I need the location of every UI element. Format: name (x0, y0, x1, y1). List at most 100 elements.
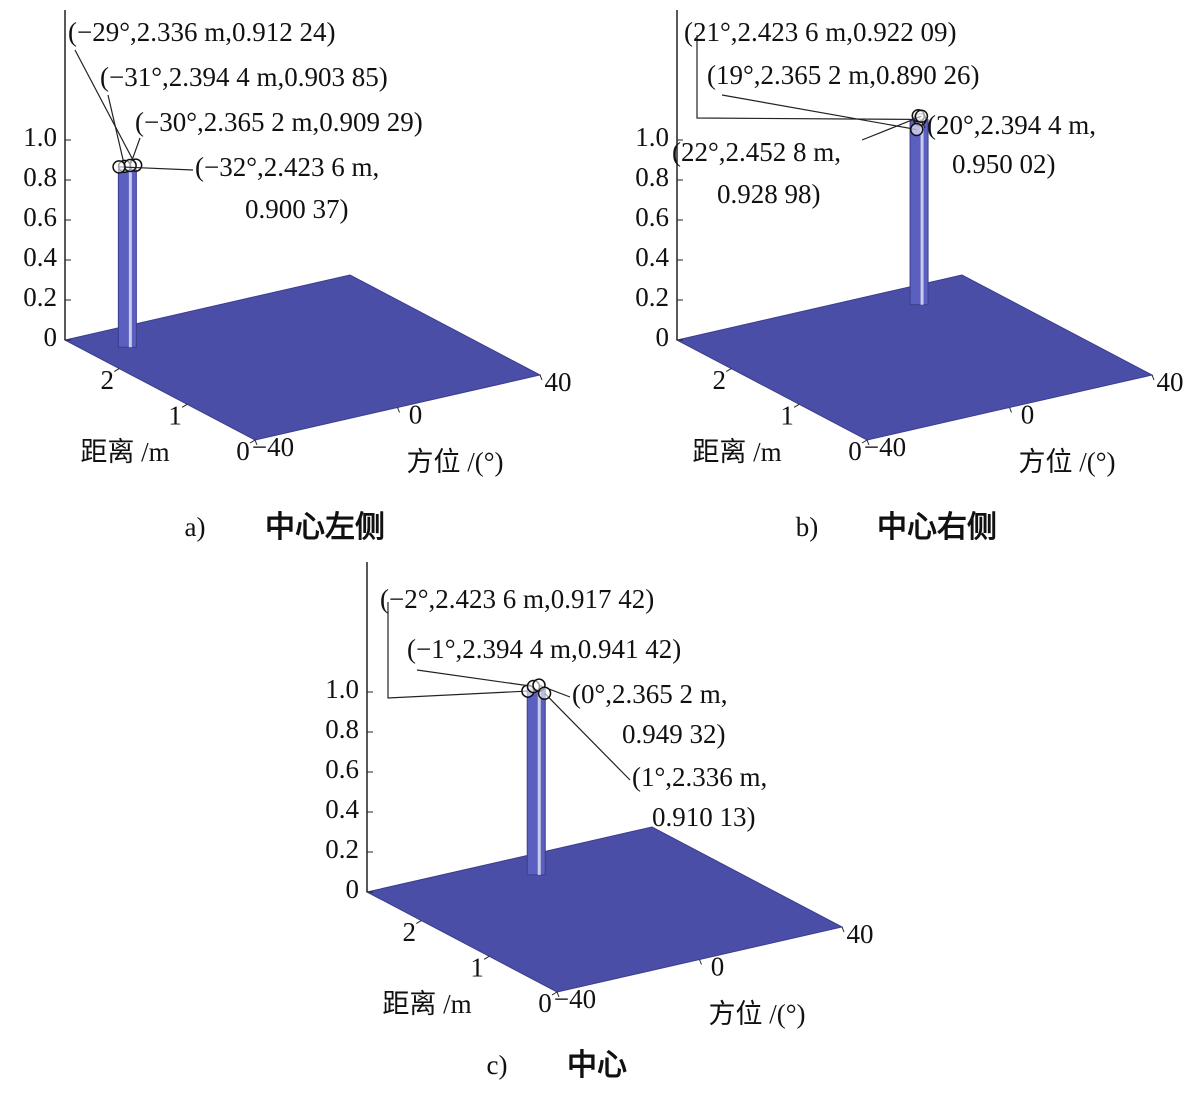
z-tick-label: 1.0 (635, 122, 669, 152)
x-tick-label: 0 (409, 400, 423, 430)
z-tick-label: 1.0 (325, 674, 359, 704)
y-tick-label: 1 (470, 952, 484, 982)
y-tick (249, 439, 256, 444)
caption: 中心左侧 (265, 511, 385, 544)
caption: 中心 (567, 1049, 627, 1082)
z-tick-label: 0.6 (635, 202, 669, 232)
y-axis-label: 距离 /m (80, 437, 169, 467)
y-tick-label: 0 (236, 436, 250, 466)
annotation-label: (−30°,2.365 2 m,0.909 29) (135, 107, 423, 137)
surface-floor (675, 274, 1154, 441)
z-tick-label: 0.4 (325, 794, 359, 824)
y-axis-label: 距离 /m (692, 437, 781, 467)
z-tick-label: 0.8 (635, 162, 669, 192)
y-tick (551, 991, 558, 996)
annotation-label: (−2°,2.423 6 m,0.917 42) (380, 584, 654, 614)
x-tick-label: 40 (545, 367, 572, 397)
x-tick (841, 926, 845, 933)
y-tick-label: 2 (403, 917, 417, 947)
annotation-label: (−31°,2.394 4 m,0.903 85) (100, 62, 388, 92)
x-tick-label: 0 (1021, 400, 1035, 430)
z-tick-label: 0.4 (23, 242, 57, 272)
z-tick-label: 1.0 (23, 122, 57, 152)
y-tick (114, 368, 120, 373)
panel-label: b) (796, 512, 819, 542)
annotation-label: (21°,2.423 6 m,0.922 09) (684, 17, 957, 47)
x-tick (866, 439, 870, 446)
annotation-label: 0.910 13) (652, 802, 756, 832)
x-tick-label: −40 (864, 432, 906, 462)
annotation-label: 0.949 32) (622, 719, 726, 749)
x-tick-label: −40 (554, 984, 596, 1014)
x-tick (556, 991, 560, 998)
x-tick (1009, 407, 1012, 413)
z-tick-label: 0.6 (23, 202, 57, 232)
x-axis-label: 方位 /(°) (708, 999, 805, 1029)
data-point (123, 158, 137, 173)
z-tick-label: 0 (656, 322, 670, 352)
annotation-label: (−1°,2.394 4 m,0.941 42) (407, 634, 681, 664)
annotation-label: (20°,2.394 4 m, (927, 110, 1096, 140)
y-tick-label: 0 (538, 988, 552, 1018)
y-tick (793, 403, 800, 408)
y-tick (181, 403, 188, 408)
data-point (914, 109, 929, 123)
x-tick-label: −40 (252, 432, 294, 462)
leader-line (861, 115, 922, 141)
data-point (909, 122, 924, 137)
x-tick (254, 439, 258, 446)
annotation-label: (−32°,2.423 6 m, (195, 152, 379, 182)
peak (526, 688, 546, 876)
leader-line (544, 692, 631, 781)
z-tick-label: 0 (44, 322, 58, 352)
data-point (537, 686, 552, 700)
x-tick-label: 40 (847, 919, 874, 949)
x-tick (539, 374, 543, 381)
leader-line (74, 49, 137, 166)
y-tick-label: 1 (780, 400, 794, 430)
annotation-label: 0.900 37) (245, 194, 349, 224)
annotation-label: (22°,2.452 8 m, (672, 137, 841, 167)
leader-line (696, 35, 920, 121)
data-point (112, 160, 126, 174)
x-axis-label: 方位 /(°) (1018, 447, 1115, 477)
y-tick (861, 439, 868, 444)
y-tick (483, 955, 490, 960)
z-tick-label: 0.2 (325, 834, 359, 864)
leader-line (721, 94, 917, 131)
surface-floor (63, 274, 542, 441)
leader-line (107, 94, 126, 167)
leader-line (119, 166, 194, 171)
annotation-label: 0.950 02) (952, 149, 1056, 179)
surface-floor (365, 826, 844, 993)
y-tick (416, 920, 422, 925)
z-tick-label: 0.2 (23, 282, 57, 312)
x-axis-label: 方位 /(°) (406, 447, 503, 477)
annotation-label: (1°,2.336 m, (632, 762, 767, 792)
caption: 中心右侧 (877, 511, 997, 544)
y-tick-label: 2 (101, 365, 115, 395)
panel-label: a) (185, 512, 206, 542)
peak (117, 168, 137, 348)
x-tick (699, 959, 702, 965)
annotation-label: (0°,2.365 2 m, (572, 679, 728, 709)
z-tick-label: 0.8 (23, 162, 57, 192)
z-tick-label: 0 (346, 874, 360, 904)
z-tick-label: 0.4 (635, 242, 669, 272)
y-tick-label: 0 (848, 436, 862, 466)
y-tick-label: 2 (713, 365, 727, 395)
x-tick (1151, 374, 1155, 381)
x-tick (397, 407, 400, 413)
z-tick-label: 0.8 (325, 714, 359, 744)
x-tick-label: 0 (711, 952, 725, 982)
x-tick-label: 40 (1157, 367, 1184, 397)
annotation-label: (19°,2.365 2 m,0.890 26) (707, 60, 980, 90)
panel-label: c) (487, 1050, 508, 1080)
annotation-label: 0.928 98) (717, 179, 821, 209)
y-axis-label: 距离 /m (382, 989, 471, 1019)
y-tick (726, 368, 732, 373)
